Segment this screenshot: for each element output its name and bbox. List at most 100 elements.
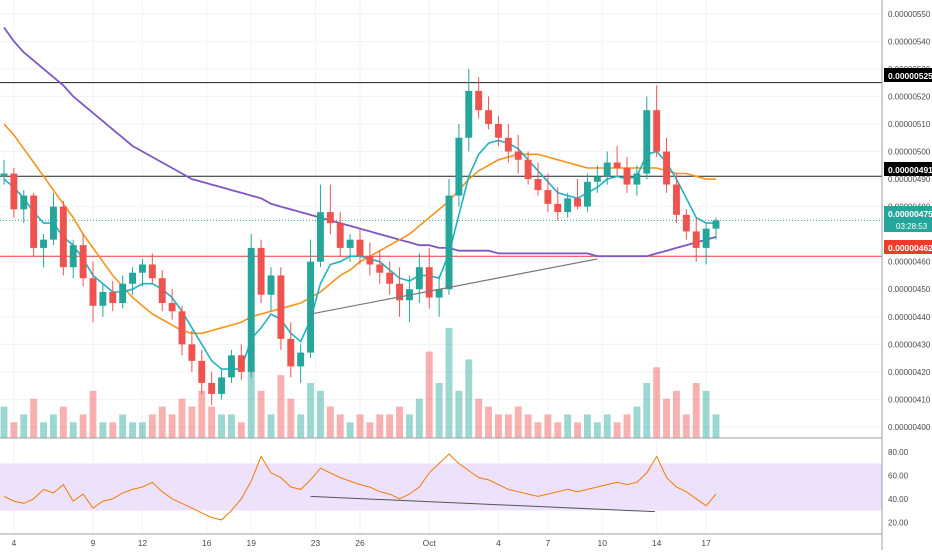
countdown-label: 03:28:53 [896,222,928,231]
candle-body[interactable] [218,377,226,394]
resistance-upper-badge: 0.00000525 [884,68,932,82]
candle-body[interactable] [208,382,216,394]
candle-body[interactable] [148,264,156,279]
candle-body[interactable] [366,256,374,265]
candle-body[interactable] [702,228,710,248]
volume-bar [366,422,374,438]
candle-body[interactable] [30,195,38,248]
candle-body[interactable] [554,203,562,213]
candle-body[interactable] [40,239,48,248]
candle-body[interactable] [49,206,57,240]
candle-body[interactable] [623,168,631,185]
rsi-trendline[interactable] [310,495,656,513]
trendlines[interactable] [310,258,656,513]
volume-bar [712,414,720,438]
candle-body[interactable] [376,264,384,273]
volume-bar [158,406,166,438]
candle-body[interactable] [99,292,107,306]
candle-body[interactable] [494,123,502,138]
candle-body[interactable] [158,278,166,304]
candle-body[interactable] [583,181,591,207]
resistance-lower-badge: 0.00000491 [884,162,932,176]
price-tick-label: 0.00000520 [888,92,931,101]
candle-body[interactable] [109,292,117,304]
candle-body[interactable] [69,245,77,268]
candle-body[interactable] [465,90,473,138]
candle-body[interactable] [267,275,275,295]
volume-bar [208,406,216,438]
candle-body[interactable] [257,247,265,295]
candle-body[interactable] [307,261,315,353]
candle-body[interactable] [672,184,680,215]
candle-body[interactable] [445,195,453,290]
candle-body[interactable] [396,283,404,301]
candle-body[interactable] [504,137,512,152]
candle-body[interactable] [336,223,344,248]
candle-body[interactable] [287,338,295,367]
candle-body[interactable] [593,176,601,182]
price-tick-label: 0.00000420 [888,368,931,377]
candle-body[interactable] [574,198,582,207]
candle-body[interactable] [356,239,364,257]
candle-body[interactable] [237,355,245,372]
candle-body[interactable] [613,162,621,169]
candle-body[interactable] [603,162,611,177]
candle-body[interactable] [455,137,463,196]
volume-bar [218,414,226,438]
candle-body[interactable] [524,159,532,180]
candles[interactable] [0,68,720,405]
candle-body[interactable] [138,264,146,273]
candle-body[interactable] [643,110,651,174]
candle-body[interactable] [386,272,394,284]
candle-body[interactable] [178,311,186,345]
candle-body[interactable] [277,275,285,339]
volume-bar [30,398,38,438]
candle-body[interactable] [79,245,87,279]
candle-body[interactable] [59,206,67,268]
volume-bar [336,414,344,438]
volume-bar [702,390,710,438]
candle-body[interactable] [10,173,18,210]
candle-body[interactable] [316,212,324,262]
candle-body[interactable] [475,90,483,111]
candle-body[interactable] [485,110,493,124]
candle-body[interactable] [663,151,671,185]
candle-body[interactable] [198,360,206,383]
candle-body[interactable] [633,173,641,185]
candle-body[interactable] [712,220,720,229]
candle-body[interactable] [326,212,334,224]
candle-body[interactable] [425,267,433,298]
time-tick-label: 16 [202,538,212,548]
candle-body[interactable] [514,151,522,160]
candle-body[interactable] [435,289,443,298]
price-trendline[interactable] [310,258,598,315]
candle-body[interactable] [564,198,572,213]
candle-body[interactable] [227,355,235,378]
candle-body[interactable] [534,179,542,191]
horizontal-lines[interactable] [0,82,882,257]
candle-body[interactable] [682,214,690,232]
candle-body[interactable] [415,267,423,290]
candle-body[interactable] [692,231,700,248]
candle-body[interactable] [297,352,305,367]
candle-body[interactable] [129,272,137,284]
candle-body[interactable] [188,344,196,361]
volume-bar [623,414,631,438]
time-axis[interactable]: 4 9 12 16 19 23 26 Oct 4 7 10 14 17 [12,538,712,548]
price-tick-label: 0.00000440 [888,313,931,322]
candle-body[interactable] [247,247,255,372]
candle-body[interactable] [653,110,661,152]
candle-body[interactable] [346,239,354,248]
candle-body[interactable] [544,190,552,204]
current-price-label: 0.00000475 [888,209,932,219]
candle-body[interactable] [89,278,97,306]
rsi-axis[interactable]: 80.00 60.00 40.00 20.00 [888,448,909,528]
candle-body[interactable] [168,303,176,312]
volume-bar [534,422,542,438]
candle-body[interactable] [0,173,8,177]
candle-body[interactable] [119,283,127,304]
volume-bar [89,390,97,438]
candle-body[interactable] [20,195,28,210]
